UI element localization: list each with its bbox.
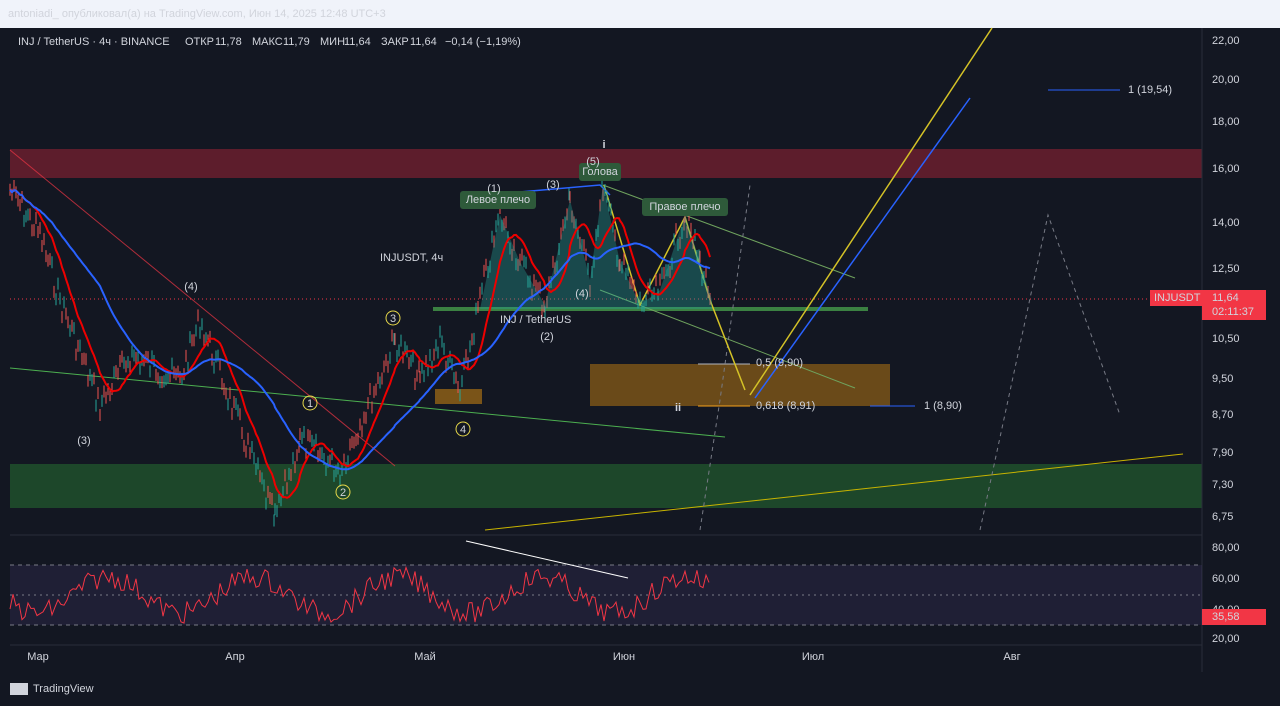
price-label: 9,50 <box>1212 373 1233 385</box>
time-label: Июл <box>802 651 824 663</box>
legend-item: −0,14 (−1,19%) <box>445 36 521 48</box>
time-label: Апр <box>225 651 244 663</box>
time-label: Май <box>414 651 436 663</box>
fib-label: 0,5 (9,90) <box>756 357 803 369</box>
price-tag-bg <box>1150 290 1202 306</box>
watermark: INJUSDT, 4ч <box>380 252 443 264</box>
price-label: 18,00 <box>1212 116 1240 128</box>
rsi-divergence <box>465 540 629 579</box>
dashed-path <box>699 184 751 531</box>
wave-circle-label: 2 <box>340 487 346 499</box>
wave-label: (4) <box>184 281 197 293</box>
rsi-tag-bg <box>1202 609 1266 625</box>
small-zone <box>435 389 482 404</box>
wave-label: (2) <box>540 331 553 343</box>
wave-i: i <box>602 139 605 151</box>
wave-label: (3) <box>77 435 90 447</box>
fib-label: 0,618 (8,91) <box>756 400 815 412</box>
legend-item: ОТКР <box>185 36 214 48</box>
ma-fast <box>9 188 711 499</box>
wave-circle-label: 1 <box>307 398 313 410</box>
time-label: Авг <box>1003 651 1020 663</box>
price-label: 22,00 <box>1212 35 1240 47</box>
price-tag-price: 11,64 <box>1212 292 1239 304</box>
legend-item: 11,64 <box>410 36 437 48</box>
price-label: 7,90 <box>1212 447 1233 459</box>
legend-item: INJ / TetherUS · 4ч · BINANCE <box>18 36 170 48</box>
projection-yellow <box>749 27 993 396</box>
wave-label: (5) <box>586 156 599 168</box>
wave-circle <box>385 310 401 326</box>
label-box <box>460 191 536 209</box>
target-label: 1 (19,54) <box>1128 84 1172 96</box>
header-text: antoniadi_ опубликовал(а) на TradingView… <box>8 8 386 20</box>
price-label: 14,00 <box>1212 217 1240 229</box>
wave-label: (3) <box>546 179 559 191</box>
label-box <box>642 198 728 216</box>
wave-circle-label: 4 <box>460 424 466 436</box>
legend-item: 11,78 <box>215 36 242 48</box>
price-label: 12,50 <box>1212 263 1240 275</box>
rsi-tag: 35,58 <box>1212 611 1240 623</box>
wave-circle-label: 3 <box>390 313 396 325</box>
ma-slow <box>9 188 711 471</box>
pattern-label: Левое плечо <box>466 194 530 206</box>
wave-label: (4) <box>575 288 588 300</box>
down-trend <box>9 149 396 467</box>
legend-item: ЗАКР <box>381 36 409 48</box>
wave-circle <box>302 395 318 411</box>
price-label: 10,50 <box>1212 333 1240 345</box>
time-label: Мар <box>27 651 49 663</box>
footer-logo <box>10 683 28 695</box>
rsi-label: 20,00 <box>1212 633 1240 645</box>
price-tag-symbol: INJUSDT <box>1154 292 1201 304</box>
projection-blue <box>754 97 971 399</box>
long-trend <box>484 453 1184 531</box>
price-label: 6,75 <box>1212 511 1233 523</box>
footer-brand: TradingView <box>33 683 94 695</box>
legend-item: МАКС <box>252 36 283 48</box>
wave-ii: ii <box>675 402 681 414</box>
wave-circle <box>335 484 351 500</box>
header-bar <box>0 0 1280 28</box>
wave-circle <box>455 421 471 437</box>
target-zone <box>590 364 890 406</box>
watermark-sub: INJ / TetherUS <box>500 314 571 326</box>
price-tag-bg <box>1202 290 1266 320</box>
pattern-label: Голова <box>582 166 618 178</box>
legend-item: 11,64 <box>344 36 371 48</box>
legend-item: 11,79 <box>283 36 310 48</box>
footer-bar <box>0 672 1280 706</box>
dashed-path <box>979 213 1121 531</box>
label-box <box>579 163 621 181</box>
target-label: 1 (8,90) <box>924 400 962 412</box>
price-label: 8,70 <box>1212 409 1233 421</box>
support-zone <box>10 464 1202 508</box>
price-label: 20,00 <box>1212 74 1240 86</box>
price-label: 16,00 <box>1212 163 1240 175</box>
time-label: Июн <box>613 651 635 663</box>
wave-label: (1) <box>487 183 500 195</box>
rsi-line <box>9 565 710 624</box>
rsi-label: 60,00 <box>1212 573 1240 585</box>
rsi-label: 80,00 <box>1212 542 1240 554</box>
price-label: 7,30 <box>1212 479 1233 491</box>
price-tag-countdown: 02:11:37 <box>1212 306 1254 318</box>
pattern-label: Правое плечо <box>649 201 720 213</box>
legend-item: МИН <box>320 36 345 48</box>
